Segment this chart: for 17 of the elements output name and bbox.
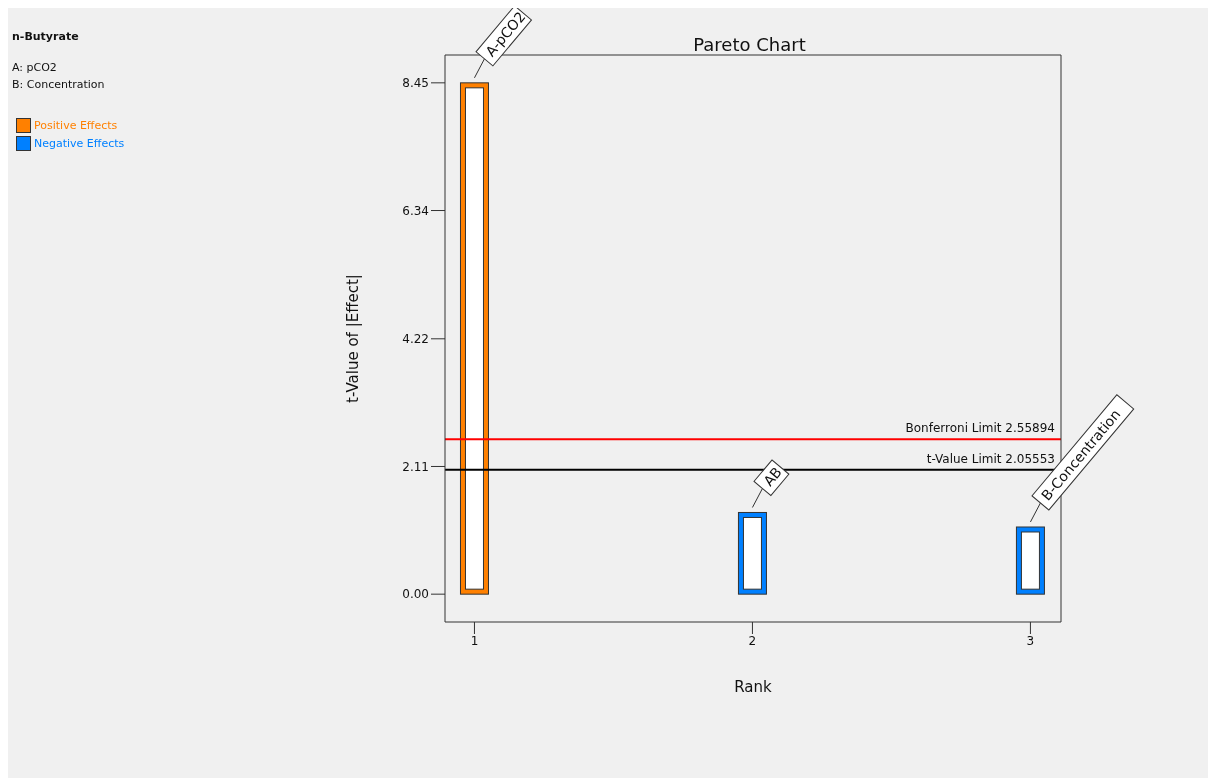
text: n-Butyrate	[12, 30, 80, 43]
text: A: pCO2	[12, 61, 58, 74]
y-tick-label: 8.45	[402, 76, 429, 91]
x-tick-label: 2	[748, 633, 757, 648]
x-tick-label: 1	[470, 633, 479, 648]
y-tick-label: 0.00	[402, 587, 429, 602]
y-tick-label: 6.34	[402, 203, 429, 218]
x-axis-title: Rank	[734, 678, 773, 696]
y-axis-title: t-Value of |Effect|	[344, 274, 363, 403]
annotation: AB	[760, 464, 785, 490]
legend-label: Positive Effects	[34, 119, 118, 132]
chart-title: Pareto Chart	[693, 34, 806, 55]
x-tick-label: 3	[1026, 633, 1035, 648]
y-tick-label: 4.22	[402, 332, 429, 347]
y-tick-label: 2.11	[402, 459, 429, 474]
legend-label: Negative Effects	[34, 137, 125, 150]
text: B: Concentration	[12, 78, 105, 91]
